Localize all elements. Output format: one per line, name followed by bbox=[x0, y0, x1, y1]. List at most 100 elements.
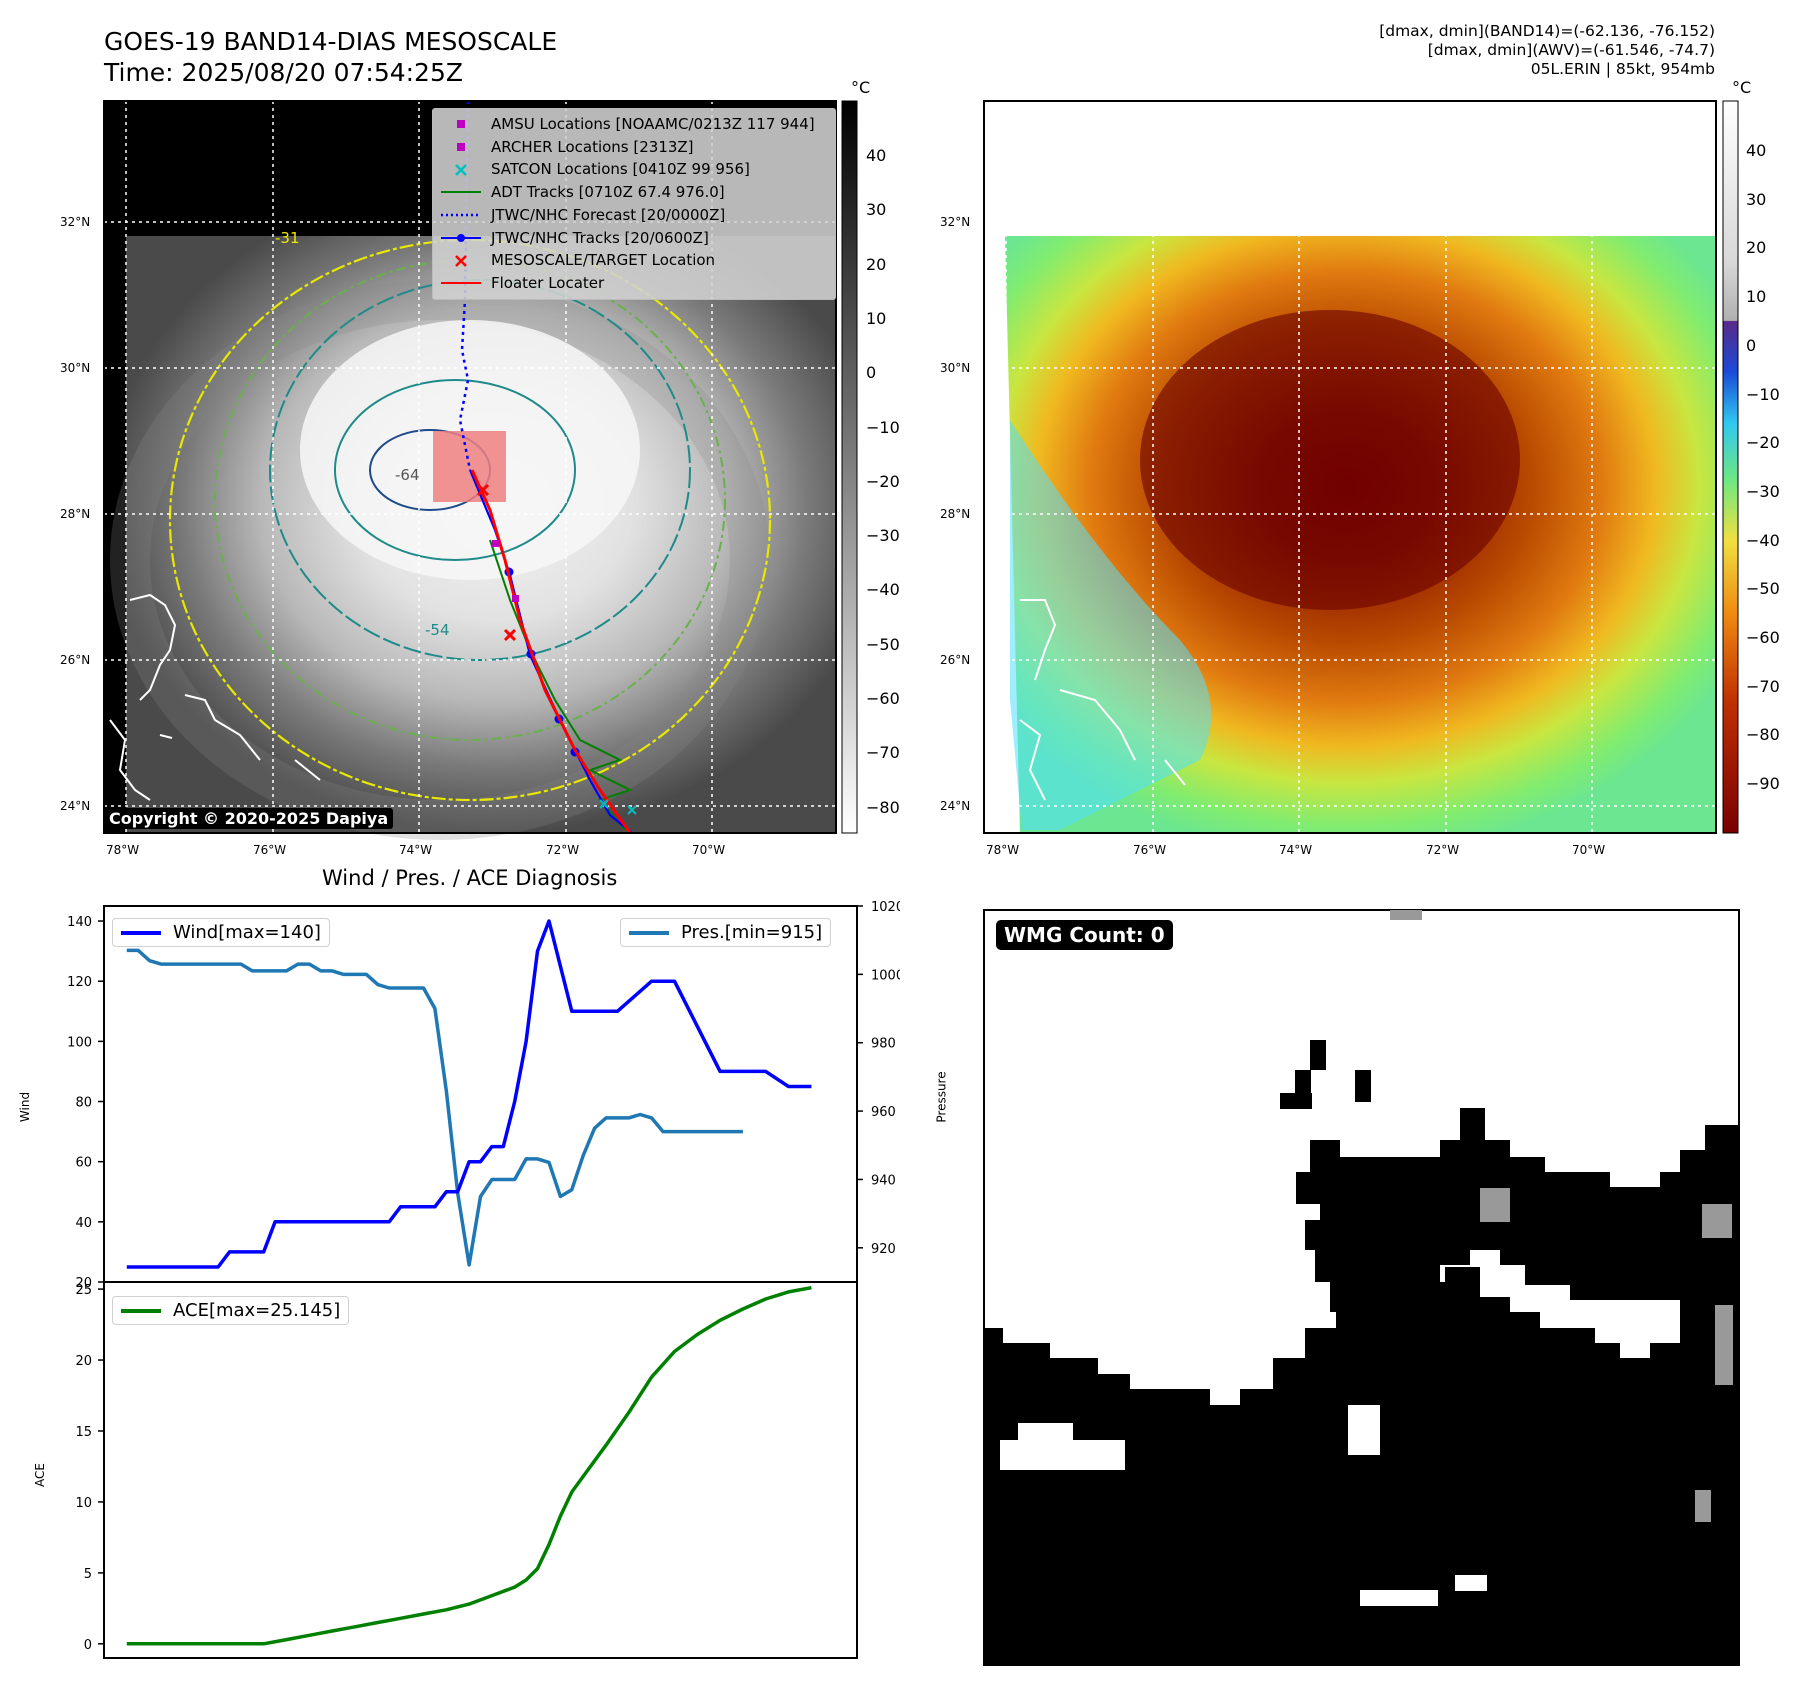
satcon-markers bbox=[599, 799, 637, 815]
pressure-tick-label: 1020 bbox=[871, 900, 900, 915]
coastline-bahamas bbox=[109, 593, 321, 801]
ir-map-frame bbox=[103, 100, 837, 834]
contour-label-54: -54 bbox=[425, 621, 450, 639]
ir-colorbar-tick: 0 bbox=[866, 363, 877, 383]
awv-colorbar-tick: −50 bbox=[1746, 579, 1780, 599]
awv-colorbar-tick: −80 bbox=[1746, 725, 1780, 745]
map-legend-item: ARCHER Locations [2313Z] bbox=[441, 136, 827, 159]
ir-colorbar-tick: −40 bbox=[866, 580, 900, 600]
wind-tick-label: 120 bbox=[67, 975, 92, 990]
lat-label: 30°N bbox=[940, 361, 971, 375]
mesoscale-target-box bbox=[433, 431, 506, 502]
floater-locater-track bbox=[470, 469, 632, 834]
wmg-white-patch bbox=[1455, 1575, 1487, 1591]
ir-colorbar-tick: 30 bbox=[866, 200, 887, 220]
legend-marker-icon bbox=[441, 273, 481, 293]
ir-colorbar bbox=[841, 100, 858, 834]
awv-colorbar-tick: −40 bbox=[1746, 530, 1780, 550]
ir-colorbar-tick: −30 bbox=[866, 526, 900, 546]
ir-colorbar-tick: −80 bbox=[866, 797, 900, 817]
wind-series-line bbox=[126, 919, 812, 1269]
awv-colorbar-tick: −90 bbox=[1746, 774, 1780, 794]
ir-colorbar-ticks: 40 30 20 10 0 −10 −20 −30 −40 −50 −60 −70 −80 bbox=[866, 0, 906, 1690]
wmg-speckle bbox=[1355, 1070, 1371, 1102]
lat-label: 24°N bbox=[940, 799, 971, 813]
graticule-awv bbox=[984, 101, 1716, 833]
lon-label: 78°W bbox=[986, 843, 1020, 857]
info-awv-range: [dmax, dmin](AWV)=(-61.546, -74.7) bbox=[1427, 41, 1715, 59]
ir-colorbar-unit: °C bbox=[851, 78, 871, 97]
awv-map-panel bbox=[983, 100, 1739, 834]
lat-label: 32°N bbox=[60, 215, 91, 229]
wmg-gray bbox=[1695, 1490, 1711, 1522]
info-band14-range: [dmax, dmin](BAND14)=(-62.136, -76.152) bbox=[1379, 22, 1715, 40]
awv-colorbar-tick: 10 bbox=[1746, 287, 1767, 307]
awv-lat-labels: 32°N 30°N 28°N 26°N 24°N bbox=[940, 215, 971, 813]
legend-marker-icon bbox=[441, 251, 481, 271]
legend-marker-icon bbox=[441, 228, 481, 248]
legend-marker-icon bbox=[441, 160, 481, 180]
map-legend-item: JTWC/NHC Forecast [20/0000Z] bbox=[441, 204, 827, 227]
lat-label: 26°N bbox=[60, 653, 91, 667]
pressure-tick-label: 1000 bbox=[871, 968, 900, 983]
awv-coastline bbox=[1019, 599, 1186, 801]
pressure-legend-label: Pres.[min=915] bbox=[681, 922, 823, 943]
ir-colorbar-tick: −20 bbox=[866, 471, 900, 491]
awv-core bbox=[1140, 310, 1520, 610]
wind-legend: Wind[max=140] bbox=[112, 918, 330, 947]
main-title: GOES-19 BAND14-DIAS MESOSCALE Time: 2025… bbox=[104, 26, 557, 88]
awv-map-frame bbox=[983, 100, 1717, 834]
wmg-gray bbox=[1480, 1188, 1510, 1222]
map-legend-item: AMSU Locations [NOAAMC/0213Z 117 944] bbox=[441, 113, 827, 136]
chart-title: Wind / Pres. / ACE Diagnosis bbox=[322, 866, 618, 890]
ace-legend-label: ACE[max=25.145] bbox=[173, 1300, 341, 1321]
copyright-badge: Copyright © 2020-2025 Dapiya bbox=[104, 808, 394, 829]
ir-colorbar-tick: 20 bbox=[866, 254, 887, 274]
awv-dry-slot bbox=[1010, 420, 1212, 830]
contour-teal-inner bbox=[334, 379, 576, 561]
lon-label: 70°W bbox=[692, 843, 726, 857]
wmg-count-badge: WMG Count: 0 bbox=[996, 920, 1173, 950]
ace-axis-title: ACE bbox=[32, 1463, 47, 1487]
wmg-mask-panel bbox=[983, 909, 1740, 1666]
lat-label: 28°N bbox=[60, 507, 91, 521]
map-legend-item: MESOSCALE/TARGET Location bbox=[441, 249, 827, 272]
ace-tick-label: 15 bbox=[75, 1425, 92, 1440]
ace-frame bbox=[103, 1281, 858, 1659]
lon-label: 76°W bbox=[253, 843, 287, 857]
legend-marker-icon bbox=[441, 137, 481, 157]
lat-label: 32°N bbox=[940, 215, 971, 229]
contour-label-64: -64 bbox=[395, 466, 420, 484]
ace-tick-label: 5 bbox=[84, 1567, 92, 1582]
contour-label-31: -31 bbox=[275, 229, 300, 247]
wind-tick-label: 80 bbox=[75, 1096, 92, 1111]
map-legend-label: JTWC/NHC Tracks [20/0600Z] bbox=[491, 228, 709, 247]
lat-label: 24°N bbox=[60, 799, 91, 813]
map-legend-label: JTWC/NHC Forecast [20/0000Z] bbox=[491, 205, 726, 224]
map-legend-item: JTWC/NHC Tracks [20/0600Z] bbox=[441, 227, 827, 250]
pressure-series-line bbox=[126, 948, 743, 1267]
contour-green bbox=[214, 259, 726, 741]
wind-tick-label: 20 bbox=[75, 1276, 92, 1291]
awv-colorbar bbox=[1722, 100, 1739, 834]
pressure-legend: Pres.[min=915] bbox=[620, 918, 832, 947]
wmg-white-patch bbox=[1360, 1590, 1438, 1606]
lon-label: 72°W bbox=[1426, 843, 1460, 857]
ir-colorbar-tick: −50 bbox=[866, 634, 900, 654]
ir-colorbar-tick: −60 bbox=[866, 689, 900, 708]
pressure-legend-swatch bbox=[629, 930, 669, 935]
map-legend-label: ARCHER Locations [2313Z] bbox=[491, 137, 694, 156]
wmg-gray bbox=[1702, 1204, 1732, 1238]
legend-marker-icon bbox=[441, 205, 481, 225]
lon-label: 70°W bbox=[1572, 843, 1606, 857]
wmg-white-patch bbox=[1018, 1423, 1073, 1443]
wmg-white-patch bbox=[1000, 1440, 1125, 1470]
wind-legend-label: Wind[max=140] bbox=[173, 922, 321, 943]
info-storm-intensity: 05L.ERIN | 85kt, 954mb bbox=[1530, 60, 1715, 78]
ir-map-legend: AMSU Locations [NOAAMC/0213Z 117 944] ARC… bbox=[432, 108, 836, 300]
map-legend-label: AMSU Locations [NOAAMC/0213Z 117 944] bbox=[491, 115, 815, 133]
awv-colorbar-tick: −30 bbox=[1746, 481, 1780, 501]
lon-label: 74°W bbox=[1279, 843, 1313, 857]
target-x-markers bbox=[476, 483, 517, 642]
map-legend-label: SATCON Locations [0410Z 99 956] bbox=[491, 160, 750, 179]
